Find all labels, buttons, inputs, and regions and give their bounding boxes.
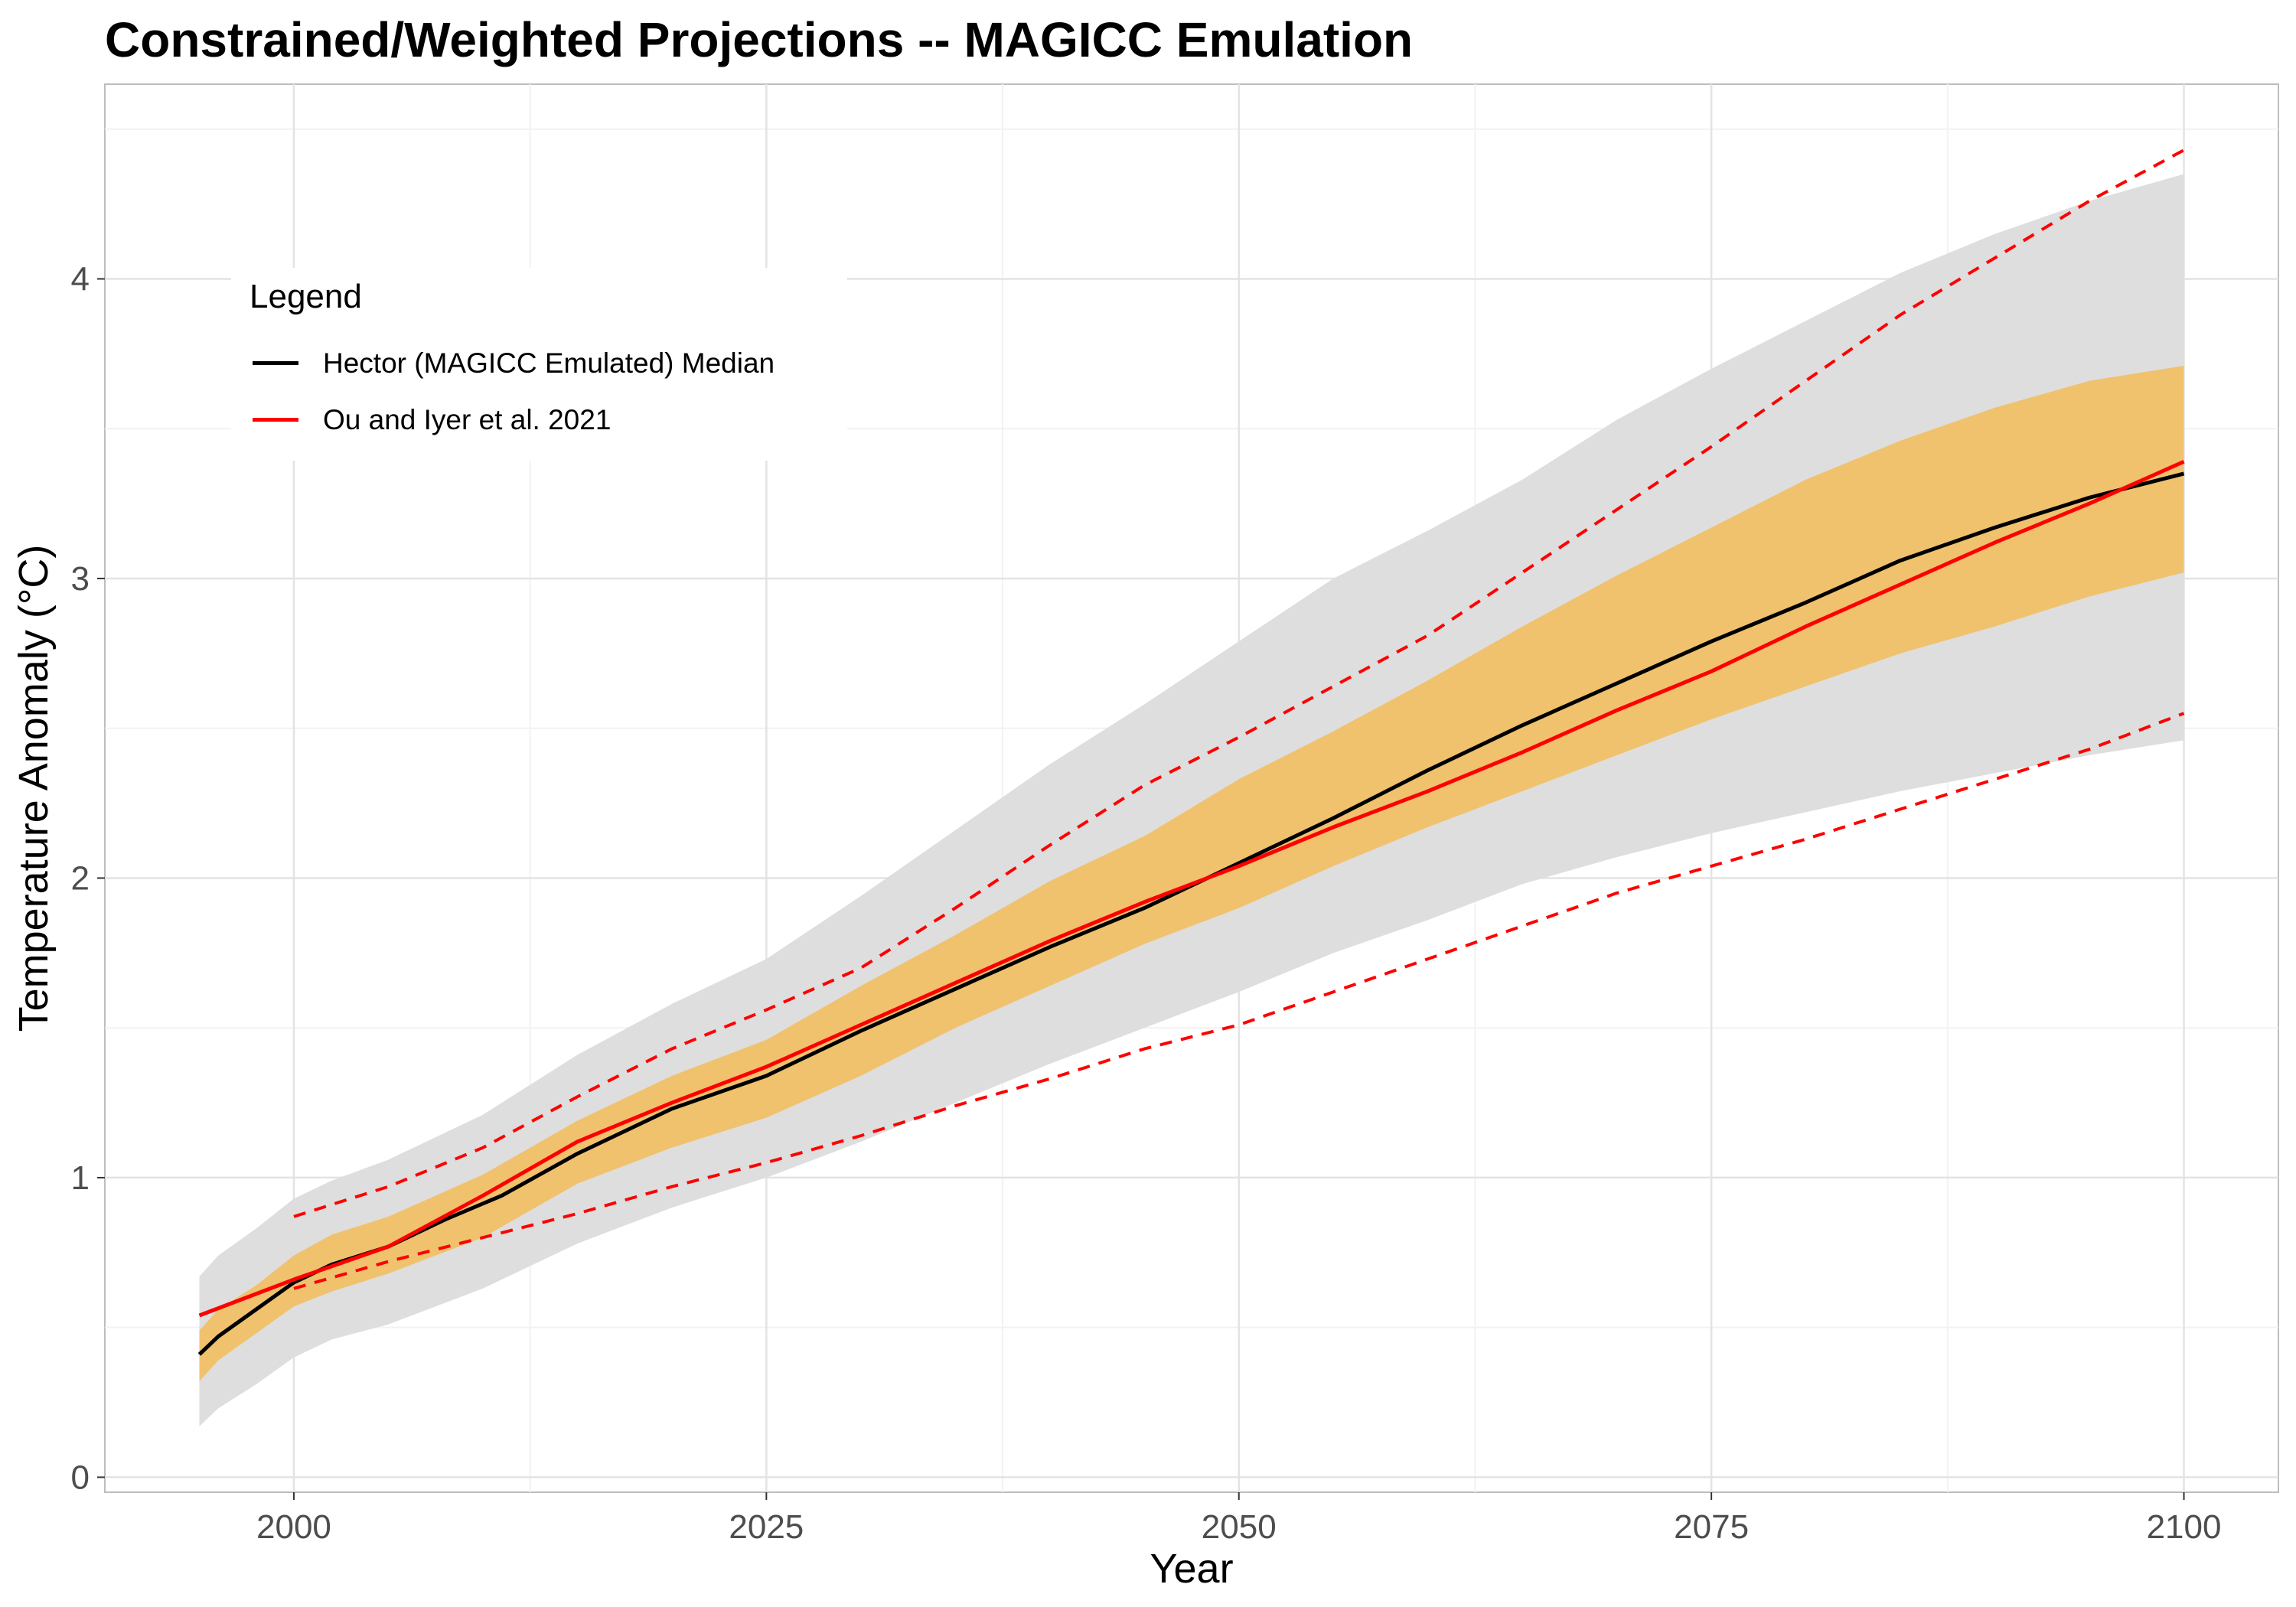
legend-label-ou-iyer-2021: Ou and Iyer et al. 2021	[323, 404, 612, 435]
legend-swatch-ou-iyer-2021	[253, 418, 298, 422]
y-tick-label: 0	[71, 1459, 90, 1496]
x-tick-label: 2075	[1674, 1508, 1749, 1546]
x-tick-label: 2000	[256, 1508, 331, 1546]
x-tick-label: 2050	[1202, 1508, 1277, 1546]
series-line-dashed-2	[293, 148, 2185, 1218]
legend-title: Legend	[249, 278, 362, 315]
x-axis-label: Year	[1150, 1546, 1233, 1592]
uncertainty-bands	[199, 174, 2184, 1426]
y-tick-label: 2	[71, 859, 90, 897]
y-tick-label: 4	[71, 260, 90, 298]
series-line-1	[198, 459, 2185, 1318]
axis-ticks: 2000 2025 2050 2075 2100 0 1 2 3 4	[71, 260, 2222, 1546]
x-tick-label: 2025	[729, 1508, 804, 1546]
legend	[231, 268, 847, 461]
chart-title: Constrained/Weighted Projections -- MAGI…	[105, 12, 1414, 67]
series-lines	[197, 148, 2185, 1356]
y-tick-label: 3	[71, 560, 90, 598]
legend-swatch-hector-median	[253, 361, 298, 365]
y-tick-label: 1	[71, 1159, 90, 1197]
y-axis-label: Temperature Anomaly (°C)	[11, 545, 57, 1032]
series-line-dashed-3	[293, 712, 2185, 1290]
x-tick-label: 2100	[2147, 1508, 2222, 1546]
legend-label-hector-median: Hector (MAGICC Emulated) Median	[323, 347, 775, 379]
uncertainty-band-1	[199, 366, 2184, 1382]
